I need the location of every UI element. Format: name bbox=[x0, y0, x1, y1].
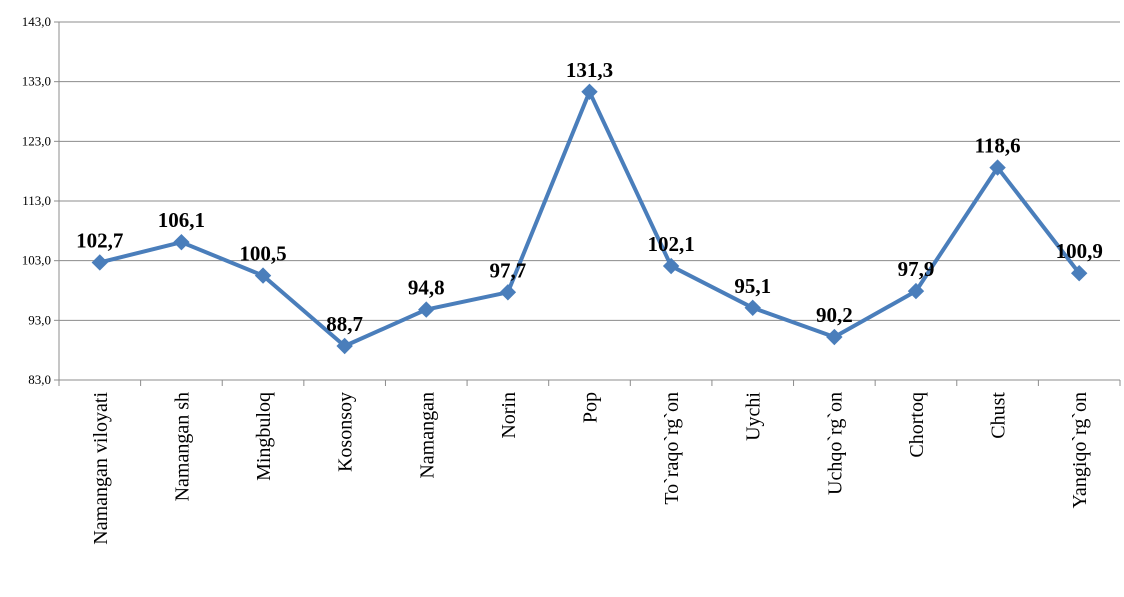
data-point bbox=[744, 299, 761, 317]
axes bbox=[54, 21, 1121, 386]
data-point bbox=[907, 282, 925, 300]
data-label: 131,3 bbox=[566, 58, 613, 82]
data-point bbox=[173, 233, 190, 251]
data-point bbox=[581, 83, 598, 101]
data-label: 97,9 bbox=[898, 257, 935, 281]
data-label: 90,2 bbox=[816, 303, 853, 327]
x-tick-label: Chust bbox=[988, 392, 1010, 439]
data-label: 95,1 bbox=[734, 274, 771, 298]
x-tick-label: Pop bbox=[580, 392, 602, 423]
data-label: 100,9 bbox=[1056, 239, 1103, 263]
y-tick-label: 143,0 bbox=[22, 14, 51, 29]
x-tick-label: Uchqo`rg`on bbox=[824, 392, 846, 495]
data-point bbox=[662, 257, 680, 275]
data-label: 97,7 bbox=[490, 258, 527, 282]
data-point bbox=[499, 284, 517, 301]
x-tick-label: Namangan bbox=[416, 392, 438, 479]
x-tick-label: Namangan viloyati bbox=[90, 392, 112, 545]
data-label: 106,1 bbox=[158, 208, 205, 232]
data-point bbox=[418, 301, 435, 318]
gridlines bbox=[59, 21, 1120, 321]
data-label: 118,6 bbox=[975, 134, 1021, 158]
data-label: 94,8 bbox=[408, 276, 445, 300]
x-axis-ticks: Namangan viloyati Namangan sh Mingbuloq Kos… bbox=[90, 392, 1091, 545]
y-axis-ticks: 83,0 93,0 103,0 113,0 123,0 133,0 143,0 bbox=[22, 14, 51, 387]
y-tick-label: 123,0 bbox=[22, 133, 51, 148]
data-point bbox=[989, 159, 1006, 176]
data-label: 102,7 bbox=[76, 228, 123, 252]
y-tick-label: 83,0 bbox=[28, 372, 51, 387]
x-tick-label: Chortoq bbox=[906, 392, 928, 458]
y-tick-label: 133,0 bbox=[22, 74, 51, 89]
x-tick-label: Kosonsoy bbox=[335, 392, 357, 472]
x-tick-label: Yangiqo`rg`on bbox=[1069, 392, 1091, 509]
data-point bbox=[1070, 264, 1088, 282]
x-tick-label: Norin bbox=[498, 392, 520, 439]
series-1 bbox=[91, 83, 1088, 355]
x-tick-label: Uychi bbox=[743, 392, 765, 441]
data-label: 102,1 bbox=[647, 232, 694, 256]
y-tick-label: 113,0 bbox=[22, 193, 51, 208]
data-label: 88,7 bbox=[326, 312, 363, 336]
x-tick-label: Mingbuloq bbox=[253, 392, 275, 481]
x-tick-label: To`raqo`rg`on bbox=[661, 392, 683, 505]
series-line bbox=[99, 89, 1081, 348]
y-tick-label: 93,0 bbox=[28, 312, 51, 327]
data-label: 100,5 bbox=[239, 242, 286, 266]
data-point bbox=[91, 254, 109, 271]
x-tick-label: Namangan sh bbox=[171, 392, 193, 501]
data-labels: 102,7 106,1 100,5 88,7 94,8 97,7 131,3 102,1 95,… bbox=[76, 58, 1103, 336]
y-tick-label: 103,0 bbox=[22, 253, 51, 268]
data-point bbox=[826, 328, 843, 346]
data-point bbox=[336, 337, 353, 355]
data-point bbox=[254, 267, 272, 284]
